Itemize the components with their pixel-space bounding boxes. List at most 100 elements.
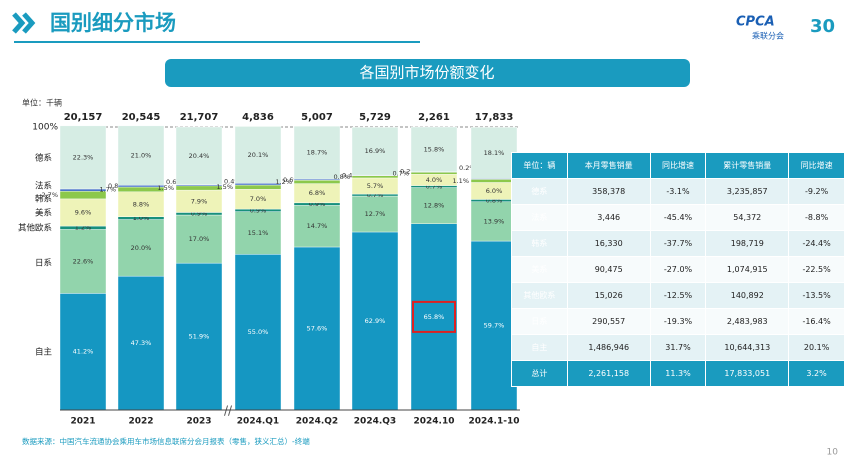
table-cell: 累计零售销量 [705, 152, 790, 179]
table-row: 其他欧系 15,026 -12.5% 140,892 -13.5% [511, 282, 845, 309]
table-cell: 总计 [511, 360, 568, 387]
table-cell: -12.5% [649, 282, 707, 309]
page-title: 国别细分市场 [50, 11, 176, 35]
legend-label: 韩系 [35, 194, 52, 205]
value-label: 0.9% [309, 200, 326, 208]
source: 数据来源：中国汽车流通协会乘用车市场信息联席分会月报表（零售，狭义汇总）-终端 [22, 436, 310, 446]
value-label: 59.7% [484, 322, 505, 330]
value-label: 47.3% [131, 339, 152, 347]
value-label: 9.6% [75, 208, 92, 216]
table-row: 单位：辆 本月零售销量 同比增速 累计零售销量 同比增速 [511, 152, 845, 179]
legend-label: 日系 [35, 258, 52, 269]
value-label: 15.8% [424, 145, 445, 153]
value-label: 1.5% [216, 183, 233, 191]
table-cell: -16.4% [788, 308, 845, 335]
highlight-box [412, 300, 456, 333]
table-row: 自主 1,486,946 31.7% 10,644,313 20.1% [511, 334, 845, 361]
value-label: 12.8% [424, 202, 445, 210]
table-row: 法系 3,446 -45.4% 54,372 -8.8% [511, 204, 845, 231]
table-cell: 290,557 [566, 308, 651, 335]
legend-label: 法系 [35, 181, 52, 192]
value-label: 2.7% [41, 191, 58, 199]
table-row: 德系 358,378 -3.1% 3,235,857 -9.2% [511, 178, 845, 205]
value-label: 1.7% [99, 185, 116, 193]
table-cell: 20.1% [788, 334, 845, 361]
value-label: 12.7% [365, 210, 386, 218]
value-label: 0.8% [108, 182, 125, 190]
total-label: 20,545 [122, 112, 161, 123]
value-label: 13.9% [484, 217, 505, 225]
bar-segment [410, 187, 458, 224]
value-label: 21.0% [131, 152, 152, 160]
value-label: 0.7% [426, 183, 443, 191]
value-label: 17.0% [189, 235, 210, 243]
value-label: 6.8% [309, 189, 326, 197]
table-cell: -37.7% [649, 230, 707, 257]
value-label: 0.9% [191, 210, 208, 218]
legend-label: 自主 [35, 347, 53, 358]
table-cell: 日系 [511, 308, 568, 335]
value-label: 20.1% [248, 151, 269, 159]
header-icon [12, 12, 36, 34]
table-cell: 韩系 [511, 230, 568, 257]
value-label: 4.0% [426, 176, 443, 184]
value-label: 20.4% [189, 152, 210, 160]
bar-segment [351, 195, 399, 233]
value-label: 16.9% [365, 147, 386, 155]
value-label: 22.6% [73, 257, 94, 265]
bar-segment [410, 223, 458, 411]
bar-segment [470, 127, 518, 179]
bar-segment [410, 126, 458, 172]
table-cell: 3,446 [566, 204, 651, 231]
value-label: 7.9% [191, 197, 208, 205]
x-tick-label: 2022 [128, 417, 153, 427]
table-cell: 其他欧系 [511, 282, 568, 309]
table-cell: 3.2% [788, 360, 845, 387]
bar-segment [293, 205, 341, 248]
bar-segment [351, 231, 399, 411]
bar-segment [59, 125, 107, 190]
data-table: 单位：辆 本月零售销量 同比增速 累计零售销量 同比增速 德系 358,378 -3.1% 3,… [511, 152, 845, 387]
x-tick-label: 2024.1-10 [469, 417, 520, 427]
legend-label: 其他欧系 [18, 223, 52, 234]
value-label: 0.8% [333, 173, 350, 181]
table-cell: 同比增速 [649, 152, 707, 179]
table-cell: 2,261,158 [566, 360, 651, 387]
total-label: 4,836 [242, 112, 274, 123]
table-cell: 自主 [511, 334, 568, 361]
table-cell: -27.0% [649, 256, 707, 283]
total-label: 21,707 [180, 112, 219, 123]
bar-segment [293, 125, 341, 180]
value-label: 1.0% [133, 214, 150, 222]
table-row: 美系 90,475 -27.0% 1,074,915 -22.5% [511, 256, 845, 283]
value-label: 0.6% [283, 176, 300, 184]
bar-segment [59, 198, 107, 227]
table-cell: 单位：辆 [511, 152, 568, 179]
table-cell: 17,833,051 [705, 360, 790, 387]
total-label: 20,157 [64, 112, 103, 123]
value-label: 65.8% [424, 313, 445, 321]
value-label: 0.8% [486, 197, 503, 205]
total-label: 5,729 [359, 112, 391, 123]
bar-segment [470, 240, 518, 411]
bar-segment [117, 125, 165, 186]
total-label: 17,833 [475, 112, 514, 123]
x-tick-label: 2024.Q3 [354, 417, 396, 427]
value-label: 5.7% [367, 182, 384, 190]
value-label: 0.7% [367, 191, 384, 199]
value-label: 22.3% [73, 153, 94, 161]
table-cell: -9.2% [788, 178, 845, 205]
value-label: 1.1% [452, 177, 469, 185]
table-cell: -19.3% [649, 308, 707, 335]
bar-segment [410, 172, 458, 175]
anniversary: 30 [810, 16, 835, 37]
table-cell: 140,892 [705, 282, 790, 309]
banner [165, 59, 690, 87]
value-label: 8.8% [133, 200, 150, 208]
table-cell: -13.5% [788, 282, 845, 309]
value-label: 41.2% [73, 348, 94, 356]
value-label: 62.9% [365, 317, 386, 325]
value-label: 0.6% [166, 178, 183, 186]
bar-segment [234, 126, 282, 184]
